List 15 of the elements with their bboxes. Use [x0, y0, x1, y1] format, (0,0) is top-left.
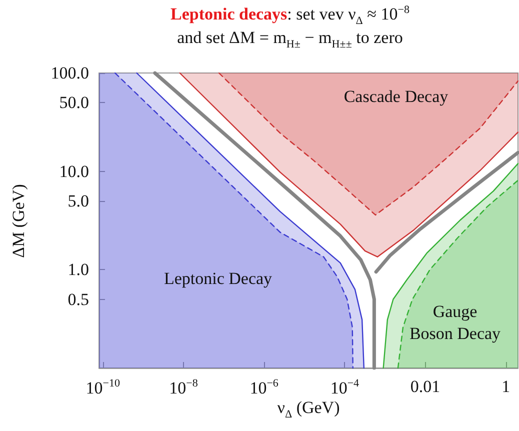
y-axis-title: ΔM (GeV) [9, 184, 29, 258]
annotation: Leptonic Decay [164, 268, 272, 290]
y-tick-label: 0.5 [68, 290, 89, 309]
chart-subtitle: and set ΔM = m$_{H±}$ − m$_{H±±}$ to zero [177, 28, 403, 50]
x-axis-title: ν$_{Δ}$ (GeV) [277, 398, 340, 420]
chart-title: Leptonic decays: set vev ν$_{Δ}$ ≈ 10$^{−8}$ [170, 4, 410, 28]
x-tick-label: 0.01 [410, 377, 440, 396]
y-tick-label: 10.0 [59, 162, 89, 181]
annotation: Cascade Decay [344, 86, 448, 108]
annotation: Gauge Boson Decay [409, 300, 501, 345]
y-tick-label: 100.0 [50, 64, 89, 82]
y-tick-label: 50.0 [59, 93, 89, 112]
y-tick-label: 5.0 [68, 191, 89, 210]
y-tick-label: 1.0 [68, 260, 89, 280]
x-tick-label: 1 [502, 377, 510, 396]
